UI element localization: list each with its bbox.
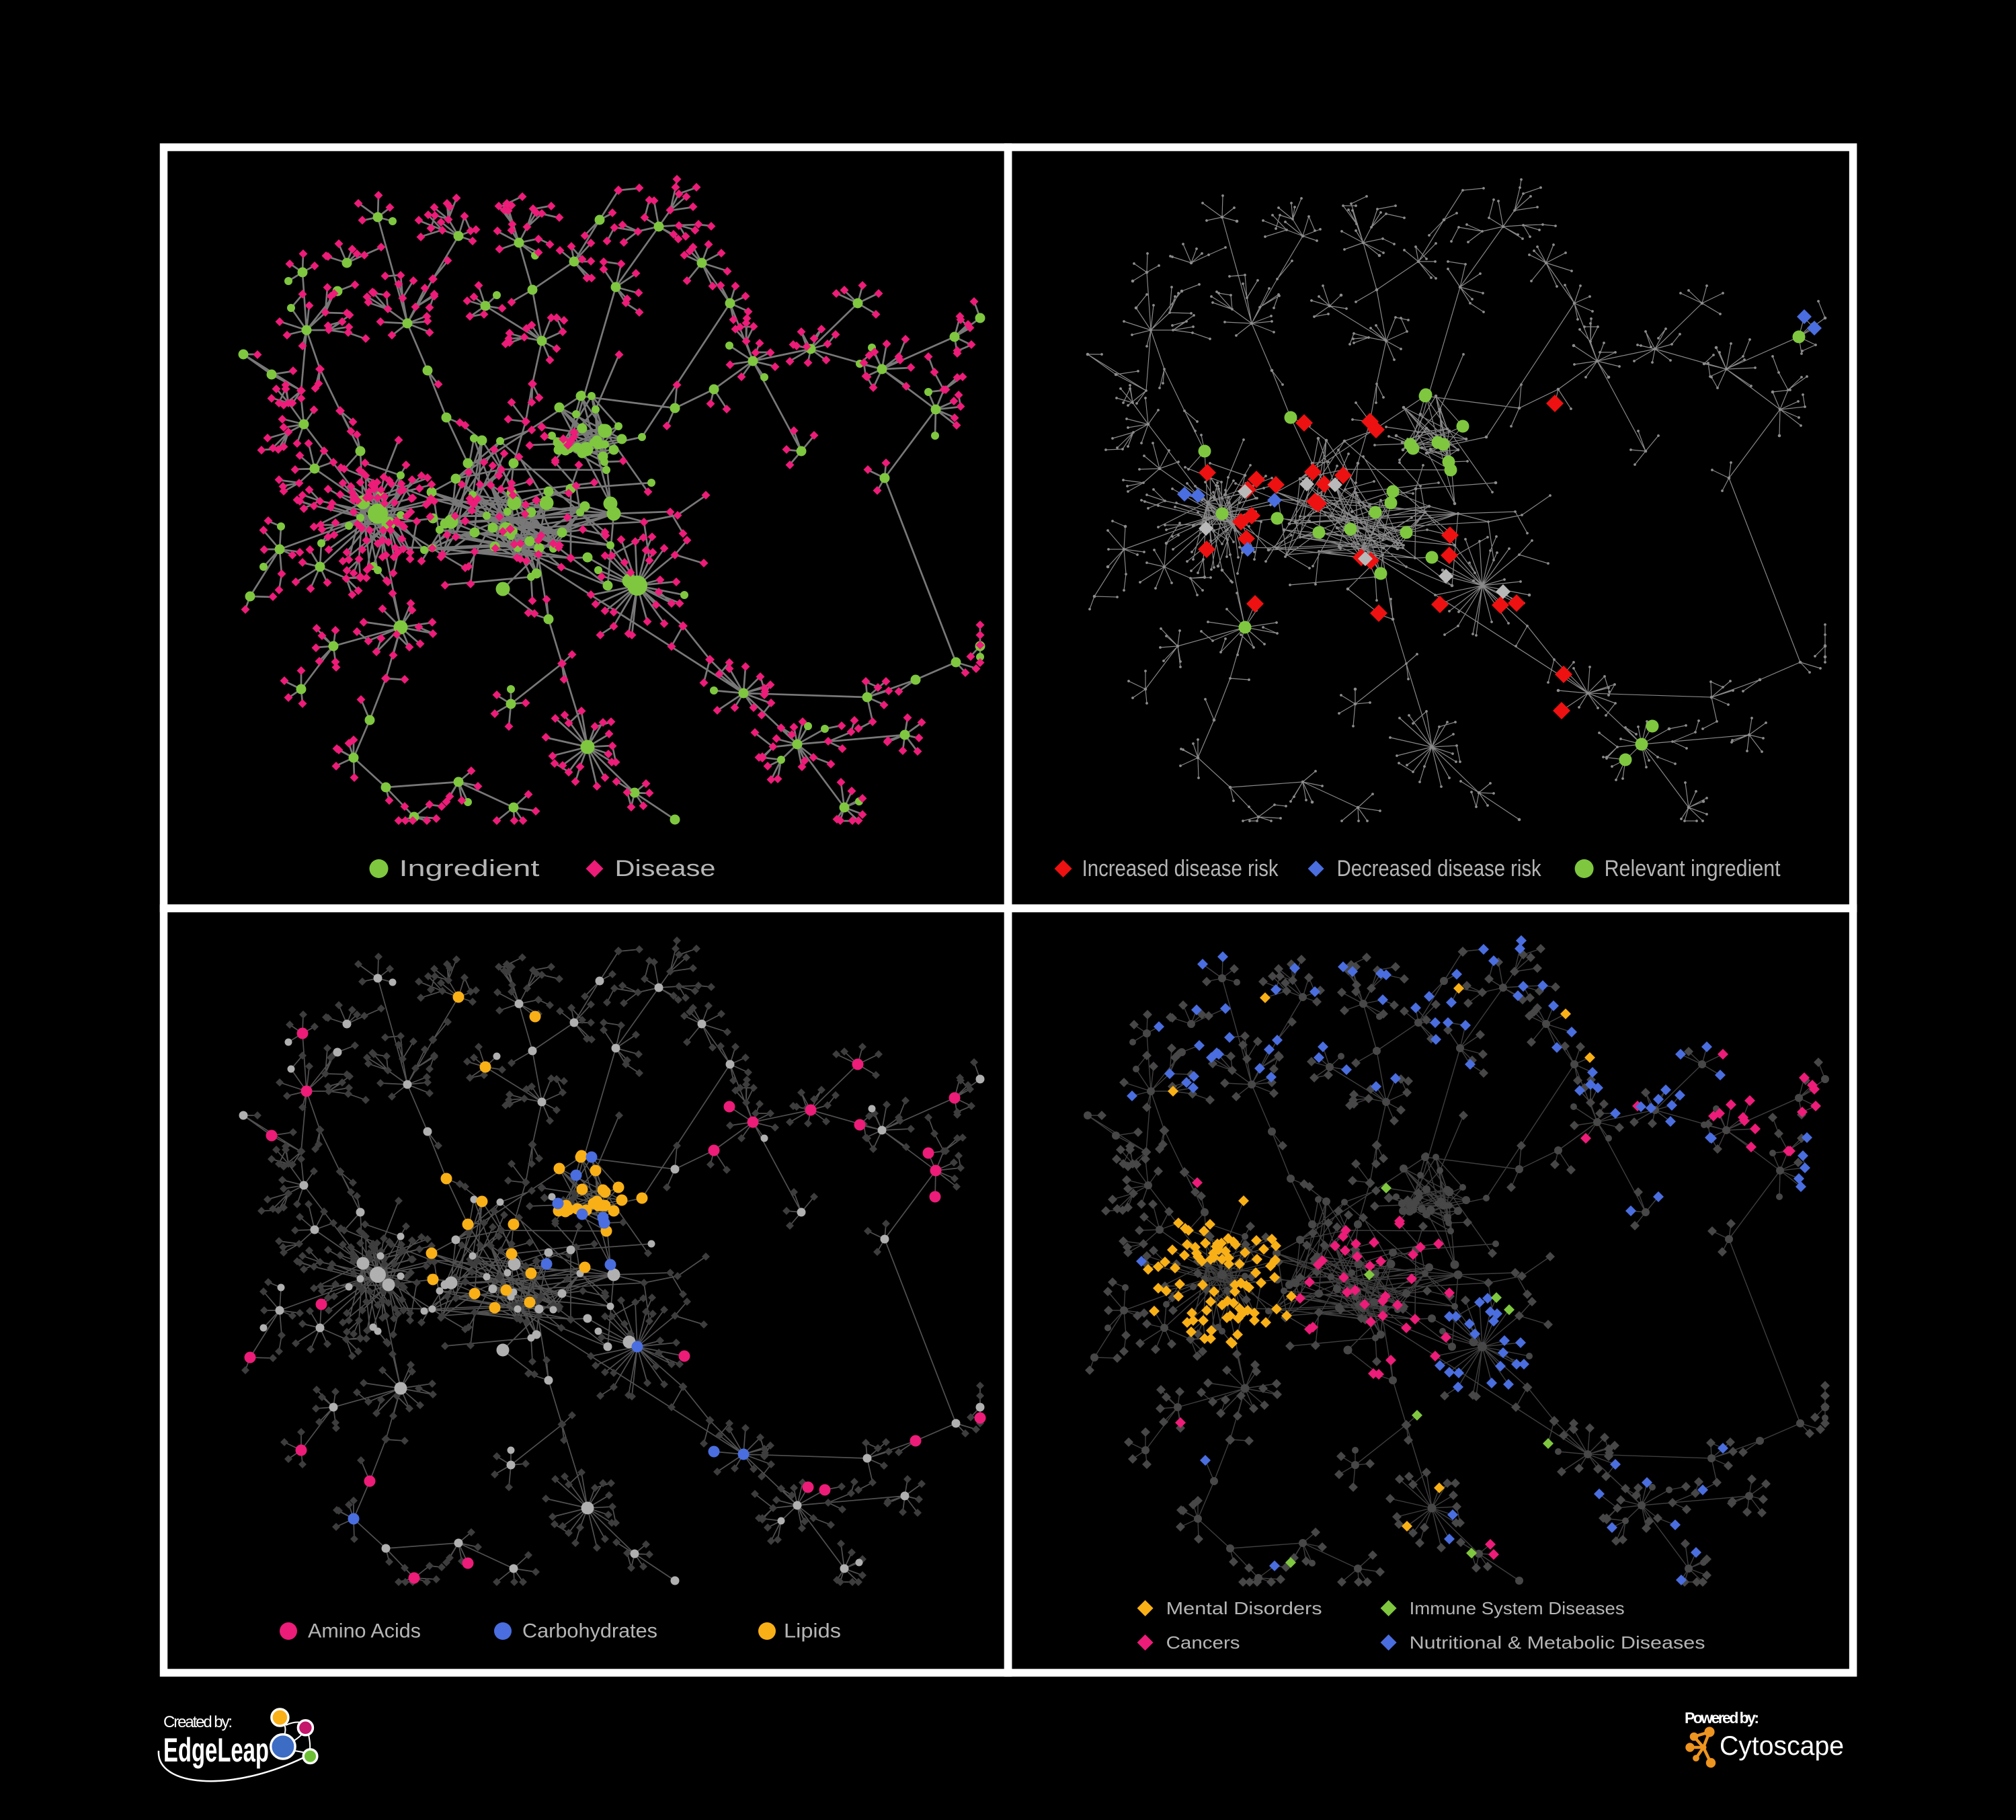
svg-text:Carbohydrates: Carbohydrates: [522, 1620, 657, 1643]
svg-text:Created by:: Created by:: [163, 1713, 233, 1731]
svg-text:Amino Acids: Amino Acids: [308, 1620, 421, 1643]
svg-text:Nutritional & Metabolic Diseas: Nutritional & Metabolic Diseases: [1410, 1632, 1705, 1653]
svg-text:Lipids: Lipids: [784, 1620, 841, 1643]
svg-text:Cytoscape: Cytoscape: [1720, 1731, 1844, 1761]
svg-text:Decreased disease risk: Decreased disease risk: [1337, 856, 1542, 881]
svg-text:EdgeLeap: EdgeLeap: [163, 1731, 269, 1769]
svg-text:Cancers: Cancers: [1166, 1632, 1240, 1653]
svg-text:Powered by:: Powered by:: [1685, 1709, 1759, 1727]
svg-text:Disease: Disease: [615, 856, 716, 881]
svg-text:Ingredient: Ingredient: [399, 856, 540, 881]
svg-text:Increased disease risk: Increased disease risk: [1082, 856, 1279, 881]
svg-text:Immune System Diseases: Immune System Diseases: [1410, 1598, 1625, 1618]
svg-text:Relevant ingredient: Relevant ingredient: [1605, 856, 1781, 881]
svg-text:Mental Disorders: Mental Disorders: [1166, 1598, 1322, 1618]
